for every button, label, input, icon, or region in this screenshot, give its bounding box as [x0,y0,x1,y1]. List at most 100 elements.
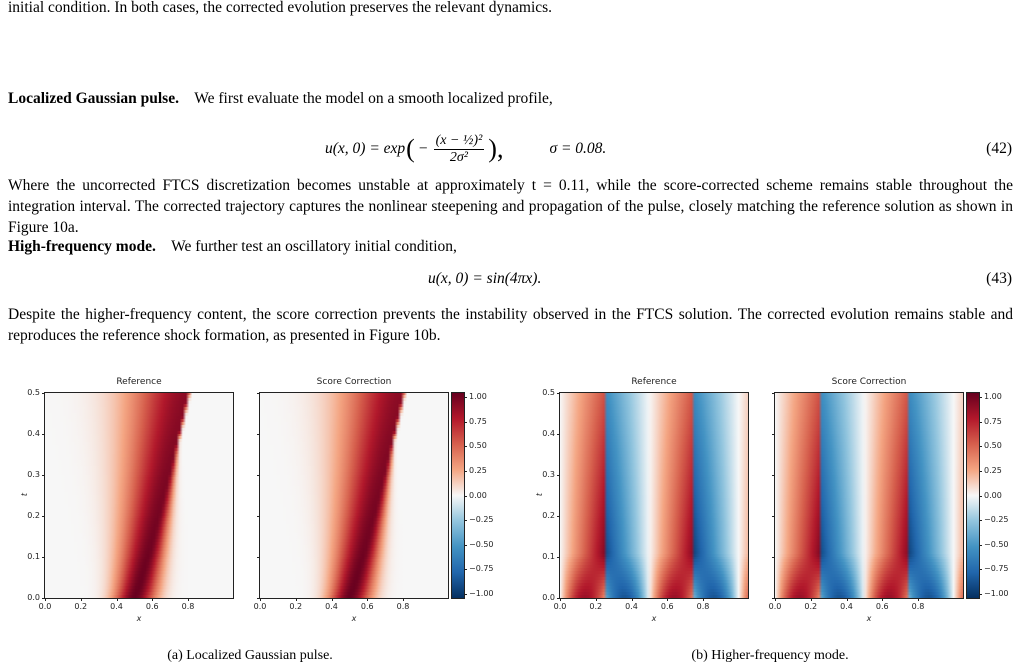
heatmap-row [775,571,963,575]
heatmap-row [260,483,448,487]
paragraph: High-frequency mode. We further test an … [8,236,1013,257]
heatmap-row [260,580,448,584]
heatmap-row [775,442,963,446]
heatmap-row [260,542,448,546]
y-tick-label: 0.2 [542,511,555,520]
heatmap-row [260,410,448,414]
heatmap-row [775,542,963,546]
heatmap-row [775,407,963,411]
paragraph: Despite the higher-frequency content, th… [8,306,1013,344]
heatmap-row [775,469,963,473]
heatmap-row [45,527,233,531]
y-tick [42,393,45,394]
heatmap-row [560,454,748,458]
y-tick-label: 0.4 [27,429,40,438]
heatmap-row [560,442,748,446]
y-tick [257,516,260,517]
x-tick [595,598,597,601]
colorbar-tick-label: 0.00 [469,490,487,500]
heatmap-row [45,554,233,558]
heatmap-row [260,469,448,473]
heatmap-row [45,436,233,440]
heatmap-row [775,410,963,414]
heatmap-row [560,559,748,563]
heatmap-row [775,457,963,461]
heatmap-row [775,551,963,555]
heatmap-row [260,460,448,464]
colorbar [966,392,980,599]
heatmap-row [775,574,963,578]
heatmap-row [45,457,233,461]
heatmap-row [560,480,748,484]
heatmap-row [560,407,748,411]
heatmap-row [775,589,963,593]
heatmap-row [560,510,748,514]
heatmap-row [260,568,448,572]
heatmap-row [775,492,963,496]
heatmap-row [260,545,448,549]
heatmap-row [560,548,748,552]
heatmap-row [260,524,448,528]
figure-caption: (a) Localized Gaussian pulse. [167,648,333,663]
heatmap [259,392,449,599]
heatmap-row [260,551,448,555]
colorbar-tick [979,520,982,522]
heatmap-row [45,559,233,563]
heatmap-row [260,533,448,537]
heatmap-row [260,571,448,575]
heatmap-row [45,445,233,449]
heatmap-row [260,419,448,423]
colorbar-tick [464,421,467,423]
heatmap-row [775,586,963,590]
colorbar-tick-label: 1.00 [469,392,487,401]
heatmap-row [45,486,233,490]
heatmap-row [775,583,963,587]
heatmap-row [775,395,963,399]
heatmap-row [775,454,963,458]
colorbar-tick-label: −1.00 [984,589,1009,598]
heatmap-row [45,513,233,517]
y-tick [772,598,775,599]
heatmap-row [260,395,448,399]
heatmap-row [45,577,233,581]
heatmap-row [260,583,448,587]
heatmap-row [260,548,448,552]
heatmap-row [260,492,448,496]
heatmap-row [775,592,963,596]
heatmap-row [775,398,963,402]
heatmap-row [45,460,233,464]
heatmap-row [45,395,233,399]
x-tick-label: 0.0 [768,602,782,611]
heatmap-row [260,507,448,511]
eq-text: σ = 0.08. [549,140,607,157]
colorbar-tick [464,470,467,472]
heatmap-row [775,559,963,563]
colorbar-tick-label: 0.00 [984,490,1002,500]
x-tick-label: 0.2 [289,602,303,611]
x-tick [45,598,46,601]
colorbar-tick [464,594,467,595]
heatmap [559,392,749,599]
x-tick [775,598,776,601]
heatmap-row [260,592,448,596]
heatmap-row [775,448,963,452]
colorbar-tick [979,421,982,423]
colorbar-tick [464,520,467,522]
text: We further test an oscillatory initial c… [171,238,457,255]
heatmap-row [45,574,233,578]
heatmap-row [775,545,963,549]
heatmap-row [560,527,748,531]
heatmap-row [260,472,448,476]
y-tick [42,475,45,476]
x-tick-label: 0.6 [875,602,889,611]
y-tick-label: 0.4 [542,429,555,438]
eq-text: u(x, 0) = sin(4πx). [428,270,542,287]
heatmap-row [775,507,963,511]
heatmap-row [45,477,233,481]
heatmap [774,392,964,599]
y-tick-label: 0.2 [27,511,40,520]
x-tick-label: 0.2 [589,602,603,611]
heatmap-row [775,463,963,467]
x-tick-label: 0.6 [145,602,159,611]
colorbar-tick-label: −0.75 [984,564,1009,574]
